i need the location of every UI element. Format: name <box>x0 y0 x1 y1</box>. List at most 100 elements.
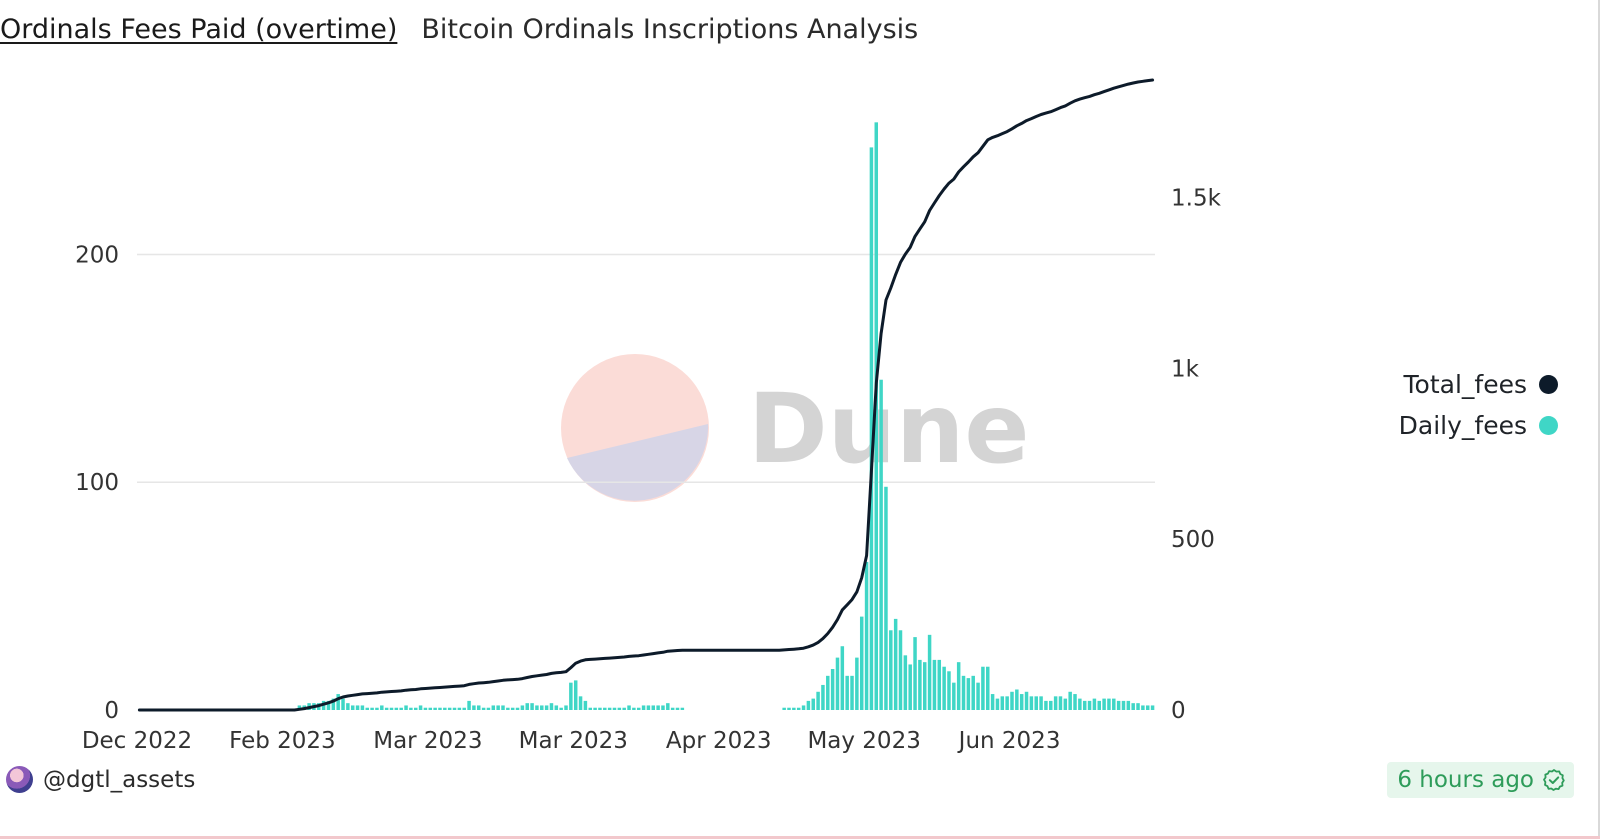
daily-fees-bar[interactable] <box>1044 700 1048 710</box>
legend-item-total-fees[interactable]: Total_fees <box>1404 370 1558 399</box>
daily-fees-bar[interactable] <box>1034 696 1038 710</box>
daily-fees-bar[interactable] <box>1024 691 1029 710</box>
daily-fees-bar[interactable] <box>1058 696 1063 710</box>
daily-fees-bar[interactable] <box>874 122 879 711</box>
daily-fees-bar[interactable] <box>952 682 956 710</box>
daily-fees-bar[interactable] <box>869 147 874 710</box>
daily-fees-bar[interactable] <box>1019 694 1024 710</box>
daily-fees-bar[interactable] <box>540 705 544 710</box>
daily-fees-bar[interactable] <box>922 662 927 710</box>
daily-fees-bar[interactable] <box>1049 700 1053 710</box>
daily-fees-bar[interactable] <box>380 705 384 710</box>
daily-fees-bar[interactable] <box>670 707 675 710</box>
daily-fees-bar[interactable] <box>612 707 617 710</box>
daily-fees-bar[interactable] <box>617 707 622 710</box>
daily-fees-bar[interactable] <box>297 705 302 710</box>
daily-fees-bar[interactable] <box>428 707 433 710</box>
daily-fees-bar[interactable] <box>918 659 922 710</box>
daily-fees-bar[interactable] <box>826 675 830 710</box>
daily-fees-bar[interactable] <box>859 616 864 710</box>
daily-fees-bar[interactable] <box>1000 696 1005 710</box>
daily-fees-bar[interactable] <box>1092 698 1097 710</box>
daily-fees-bar[interactable] <box>554 705 559 710</box>
daily-fees-bar[interactable] <box>472 705 476 710</box>
daily-fees-bar[interactable] <box>845 675 849 710</box>
daily-fees-bar[interactable] <box>331 698 336 710</box>
daily-fees-bar[interactable] <box>336 694 340 710</box>
daily-fees-bar[interactable] <box>995 698 1000 710</box>
daily-fees-bar[interactable] <box>564 705 568 710</box>
daily-fees-bar[interactable] <box>394 707 399 710</box>
daily-fees-bar[interactable] <box>1107 698 1111 710</box>
daily-fees-bar[interactable] <box>438 707 442 710</box>
daily-fees-bar[interactable] <box>477 705 481 710</box>
daily-fees-bar[interactable] <box>796 707 801 710</box>
daily-fees-bar[interactable] <box>622 707 626 710</box>
daily-fees-bar[interactable] <box>864 561 869 710</box>
daily-fees-bar[interactable] <box>409 707 413 710</box>
daily-fees-bar[interactable] <box>535 705 539 710</box>
daily-fees-bar[interactable] <box>598 707 602 710</box>
daily-fees-bar[interactable] <box>821 684 825 710</box>
daily-fees-bar[interactable] <box>627 705 631 710</box>
daily-fees-bar[interactable] <box>675 707 680 710</box>
daily-fees-bar[interactable] <box>510 707 515 710</box>
daily-fees-bar[interactable] <box>986 666 990 710</box>
daily-fees-bar[interactable] <box>830 669 835 710</box>
daily-fees-bar[interactable] <box>937 659 942 710</box>
daily-fees-bar[interactable] <box>956 662 961 710</box>
daily-fees-bar[interactable] <box>981 666 985 710</box>
daily-fees-bar[interactable] <box>651 705 656 710</box>
legend-item-daily-fees[interactable]: Daily_fees <box>1399 411 1558 440</box>
daily-fees-bar[interactable] <box>961 675 966 710</box>
daily-fees-bar[interactable] <box>1141 705 1145 710</box>
daily-fees-bar[interactable] <box>384 707 389 710</box>
daily-fees-bar[interactable] <box>1063 698 1068 710</box>
chart-title-link[interactable]: Ordinals Fees Paid (overtime) <box>0 14 398 45</box>
daily-fees-bar[interactable] <box>341 698 345 710</box>
daily-fees-bar[interactable] <box>971 675 975 710</box>
daily-fees-bar[interactable] <box>1039 696 1043 710</box>
avatar[interactable] <box>6 766 33 793</box>
daily-fees-bar[interactable] <box>1015 689 1019 711</box>
daily-fees-bar[interactable] <box>792 707 796 710</box>
author-info[interactable]: @dgtl_assets <box>6 766 195 793</box>
daily-fees-bar[interactable] <box>893 618 898 710</box>
daily-fees-bar[interactable] <box>1121 700 1126 710</box>
daily-fees-bar[interactable] <box>481 707 486 710</box>
daily-fees-bar[interactable] <box>1073 694 1077 710</box>
daily-fees-bar[interactable] <box>1068 691 1072 710</box>
daily-fees-bar[interactable] <box>1029 696 1034 710</box>
daily-fees-bar[interactable] <box>457 707 462 710</box>
daily-fees-bar[interactable] <box>816 691 820 710</box>
daily-fees-bar[interactable] <box>1053 696 1058 710</box>
daily-fees-bar[interactable] <box>443 707 447 710</box>
daily-fees-bar[interactable] <box>399 707 403 710</box>
daily-fees-bar[interactable] <box>1087 700 1092 710</box>
daily-fees-bar[interactable] <box>486 707 491 710</box>
daily-fees-bar[interactable] <box>850 675 854 710</box>
daily-fees-bar[interactable] <box>355 705 360 710</box>
daily-fees-bar[interactable] <box>1005 696 1009 710</box>
daily-fees-bar[interactable] <box>884 486 888 710</box>
daily-fees-bar[interactable] <box>927 634 932 710</box>
daily-fees-bar[interactable] <box>636 707 641 710</box>
daily-fees-bar[interactable] <box>835 657 840 710</box>
daily-fees-bar[interactable] <box>879 379 883 710</box>
daily-fees-bar[interactable] <box>365 707 370 710</box>
daily-fees-bar[interactable] <box>520 705 525 710</box>
daily-fees-bar[interactable] <box>506 707 510 710</box>
daily-fees-bar[interactable] <box>811 698 815 710</box>
daily-fees-bar[interactable] <box>1112 698 1116 710</box>
refresh-status-badge[interactable]: 6 hours ago <box>1387 762 1574 798</box>
daily-fees-bar[interactable] <box>404 705 408 710</box>
daily-fees-bar[interactable] <box>607 707 612 710</box>
daily-fees-bar[interactable] <box>525 703 529 710</box>
daily-fees-bar[interactable] <box>423 707 428 710</box>
daily-fees-bar[interactable] <box>569 682 573 710</box>
daily-fees-bar[interactable] <box>1145 705 1150 710</box>
daily-fees-bar[interactable] <box>549 703 554 710</box>
daily-fees-bar[interactable] <box>467 700 471 710</box>
daily-fees-bar[interactable] <box>976 682 980 710</box>
daily-fees-bar[interactable] <box>588 707 592 710</box>
